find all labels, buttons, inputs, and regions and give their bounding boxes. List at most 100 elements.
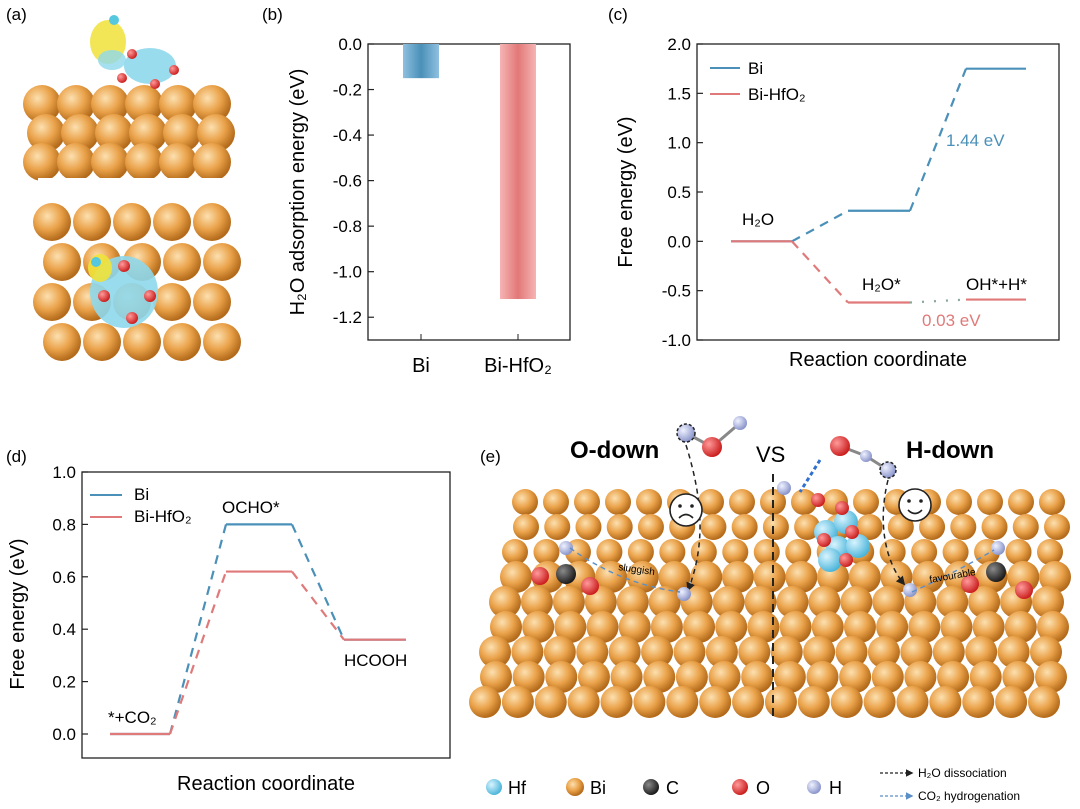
legend-label-bi: Bi (134, 485, 149, 504)
h-atom (676, 423, 696, 443)
connector-0-2 (290, 523, 346, 641)
bi-atom (705, 636, 738, 668)
bi-atom (1004, 611, 1037, 643)
bi-atom (659, 539, 686, 565)
y-axis-b-tick-label: -0.8 (333, 217, 362, 236)
bi-atom (997, 636, 1030, 668)
y-axis-c-tick-label: 0.5 (667, 183, 691, 202)
bi-atom (1044, 514, 1070, 540)
bi-atom (193, 203, 231, 241)
bi-atom (912, 561, 945, 593)
panel-d-chart: 1.0 0.8 0.6 0.4 0.2 0.0 Bi Bi-HfO₂ *+CO₂ OCHO… (7, 463, 451, 795)
bi-atom (193, 143, 231, 181)
o-atom (835, 501, 849, 515)
bi-atom (794, 514, 821, 540)
bi-atom (856, 514, 883, 540)
bi-atom (163, 243, 201, 281)
o-atom (817, 533, 831, 547)
legend-h: H (829, 778, 842, 798)
bi-atom (673, 636, 706, 668)
bi-atom (839, 661, 872, 693)
bi-atom (721, 561, 754, 593)
bi-atom (57, 143, 95, 181)
o-atom (830, 436, 850, 456)
bi-atom (658, 561, 691, 593)
bi-atom (946, 489, 972, 515)
bi-atom (153, 283, 191, 321)
panel-label-c: (c) (608, 5, 628, 24)
bi-atom (675, 661, 708, 693)
charge-density-cyan (124, 48, 176, 84)
y-axis-c-tick-label: 1.5 (667, 84, 691, 103)
h-atom (879, 461, 897, 479)
bi-atom (937, 661, 970, 693)
hf-atom (846, 534, 870, 558)
bi-atom (764, 686, 797, 718)
y-axis-b-tick-label: -0.2 (333, 81, 362, 100)
panel-label-d: (d) (6, 447, 27, 466)
y-axis-c-tick-label: -0.5 (662, 282, 691, 301)
bi-atom (203, 243, 241, 281)
x-tick-label-b: Bi (412, 355, 430, 377)
bi-atom (968, 586, 1001, 618)
bar-bi-hfo2 (500, 44, 536, 300)
bi-atom (853, 489, 879, 515)
y-axis-b-tick-label: -1.2 (333, 308, 362, 327)
charge-density-yellow (88, 254, 112, 282)
legend-dissociation: H₂O dissociation (918, 766, 1007, 780)
legend-c: C (666, 778, 679, 798)
y-axis-d-tick-label: 1.0 (52, 463, 76, 482)
h-atom (559, 541, 573, 555)
hf-swatch (486, 779, 502, 795)
bi-atom (163, 114, 201, 152)
legend-c: Bi Bi-HfO₂ (710, 59, 806, 104)
bi-atom (942, 539, 969, 565)
hydrogenation-arrow-right (911, 549, 995, 593)
hydrogenation-arrow-left (569, 547, 681, 593)
bi-atom (840, 586, 873, 618)
connector-1-1 (791, 240, 849, 304)
connector-1-1 (168, 571, 228, 735)
bi-atom (879, 539, 906, 565)
bi-atom (636, 489, 662, 515)
bi-atom (489, 586, 521, 618)
h-atom (91, 257, 101, 267)
bi-atom (626, 561, 659, 593)
bi-atom (872, 586, 905, 618)
annotation-1-44-ev: 1.44 eV (946, 131, 1005, 150)
o-atom (531, 567, 549, 585)
h-atom (777, 481, 791, 495)
bi-atom (545, 661, 578, 693)
panel-label-b: (b) (262, 5, 283, 24)
y-axis-c-tick-label: -1.0 (662, 331, 691, 350)
bi-atom (520, 586, 553, 618)
bi-atom (637, 514, 664, 540)
bi-atom (577, 661, 610, 693)
o-atom (144, 290, 156, 302)
bi-atom (91, 143, 129, 181)
bi-atom (27, 114, 65, 152)
bi-atom (643, 661, 676, 693)
bi-atom (91, 85, 129, 123)
bi-atom (490, 611, 522, 643)
bi-atom (698, 489, 724, 515)
bi-atom (1012, 514, 1039, 540)
bi-atom (1005, 539, 1032, 565)
bi-atom (744, 586, 777, 618)
bi-atom (197, 114, 235, 152)
x-axis-label-d: Reaction coordinate (177, 773, 355, 795)
bi-atom (479, 636, 511, 668)
bi-atom (863, 686, 896, 718)
bi-atom (567, 686, 600, 718)
bi-atom (811, 611, 844, 643)
o-atom (845, 525, 859, 539)
bi-atom (1035, 661, 1067, 693)
h-atom (860, 450, 872, 462)
bi-atom (95, 114, 133, 152)
connector-0-1 (168, 524, 228, 735)
bi-atom (1008, 489, 1034, 515)
bi-atom (605, 489, 631, 515)
bi-swatch (566, 778, 584, 796)
y-axis-d-tick-label: 0.8 (52, 515, 76, 534)
